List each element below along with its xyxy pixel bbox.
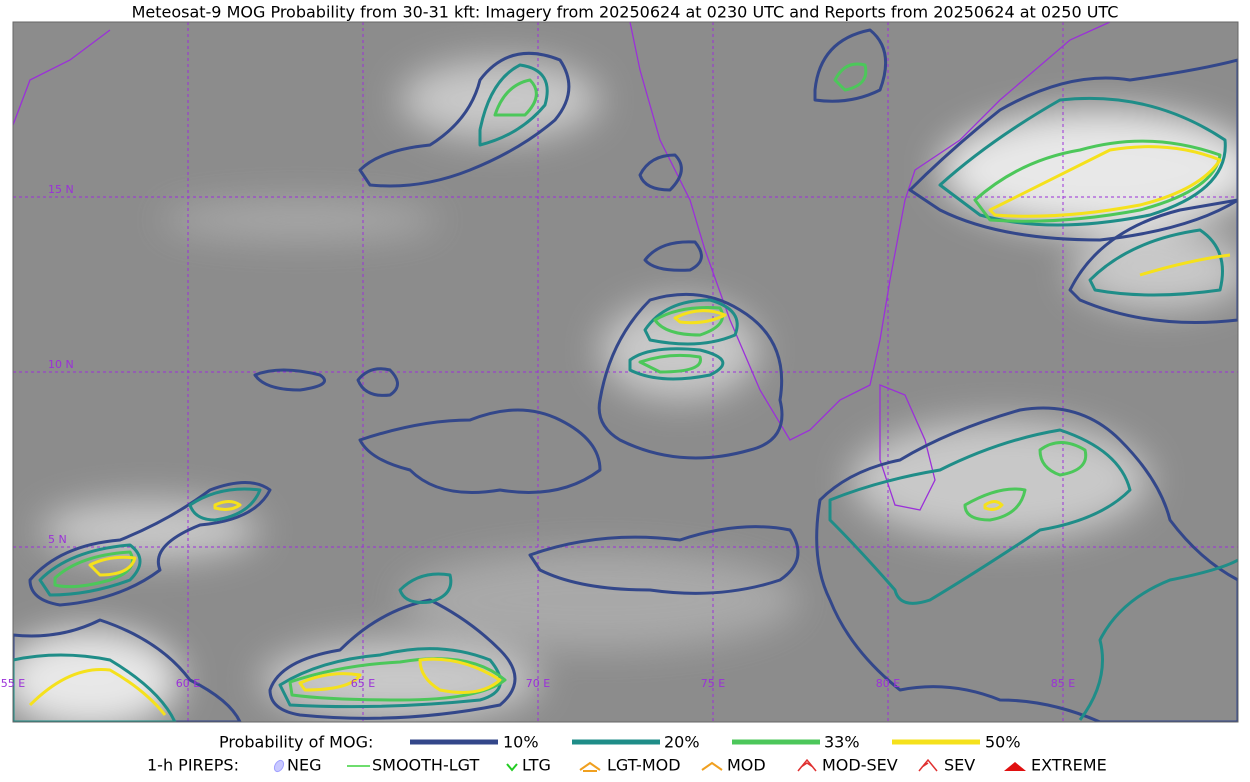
legend-title: Probability of MOG: [219,733,373,752]
icon [797,758,817,772]
legend-title: 1-h PIREPS: [147,756,239,775]
title: Meteosat-9 MOG Probability from 30-31 kf… [132,3,1119,22]
lon-label: 85 E [1051,677,1075,690]
icon [701,761,723,771]
map [13,22,1238,722]
icon [506,763,518,772]
icon [579,761,601,772]
contours [13,28,1238,722]
icon [1004,762,1026,771]
legend-label: MOD [727,756,766,775]
legend-label: 20% [664,733,700,752]
legend-label: SEV [944,756,975,775]
legend: Probability of MOG: 10% 20% 33% 50% 1-h … [147,733,1107,775]
coastline [13,22,1111,511]
legend-label: LTG [522,756,551,775]
lon-label: 60 E [176,677,200,690]
lon-label: 75 E [701,677,725,690]
frame [12,21,1239,723]
legend-label: 10% [503,733,539,752]
lon-label: 80 E [876,677,900,690]
graticule-labels: 15 N 10 N 5 N 55 E 60 E 65 E 70 E 75 E 8… [1,183,1075,690]
icon [273,759,285,773]
lon-label: 65 E [351,677,375,690]
legend-label: NEG [287,756,321,775]
legend-label: EXTREME [1031,756,1107,775]
lon-label: 55 E [1,677,25,690]
lat-label: 10 N [48,358,74,371]
lat-label: 5 N [48,533,67,546]
legend-label: MOD-SEV [822,756,898,775]
legend-label: 50% [985,733,1021,752]
lon-label: 70 E [526,677,550,690]
legend-label: SMOOTH-LGT [372,756,479,775]
icon [918,758,938,772]
legend-label: 33% [824,733,860,752]
lat-label: 15 N [48,183,74,196]
legend-label: LGT-MOD [607,756,681,775]
